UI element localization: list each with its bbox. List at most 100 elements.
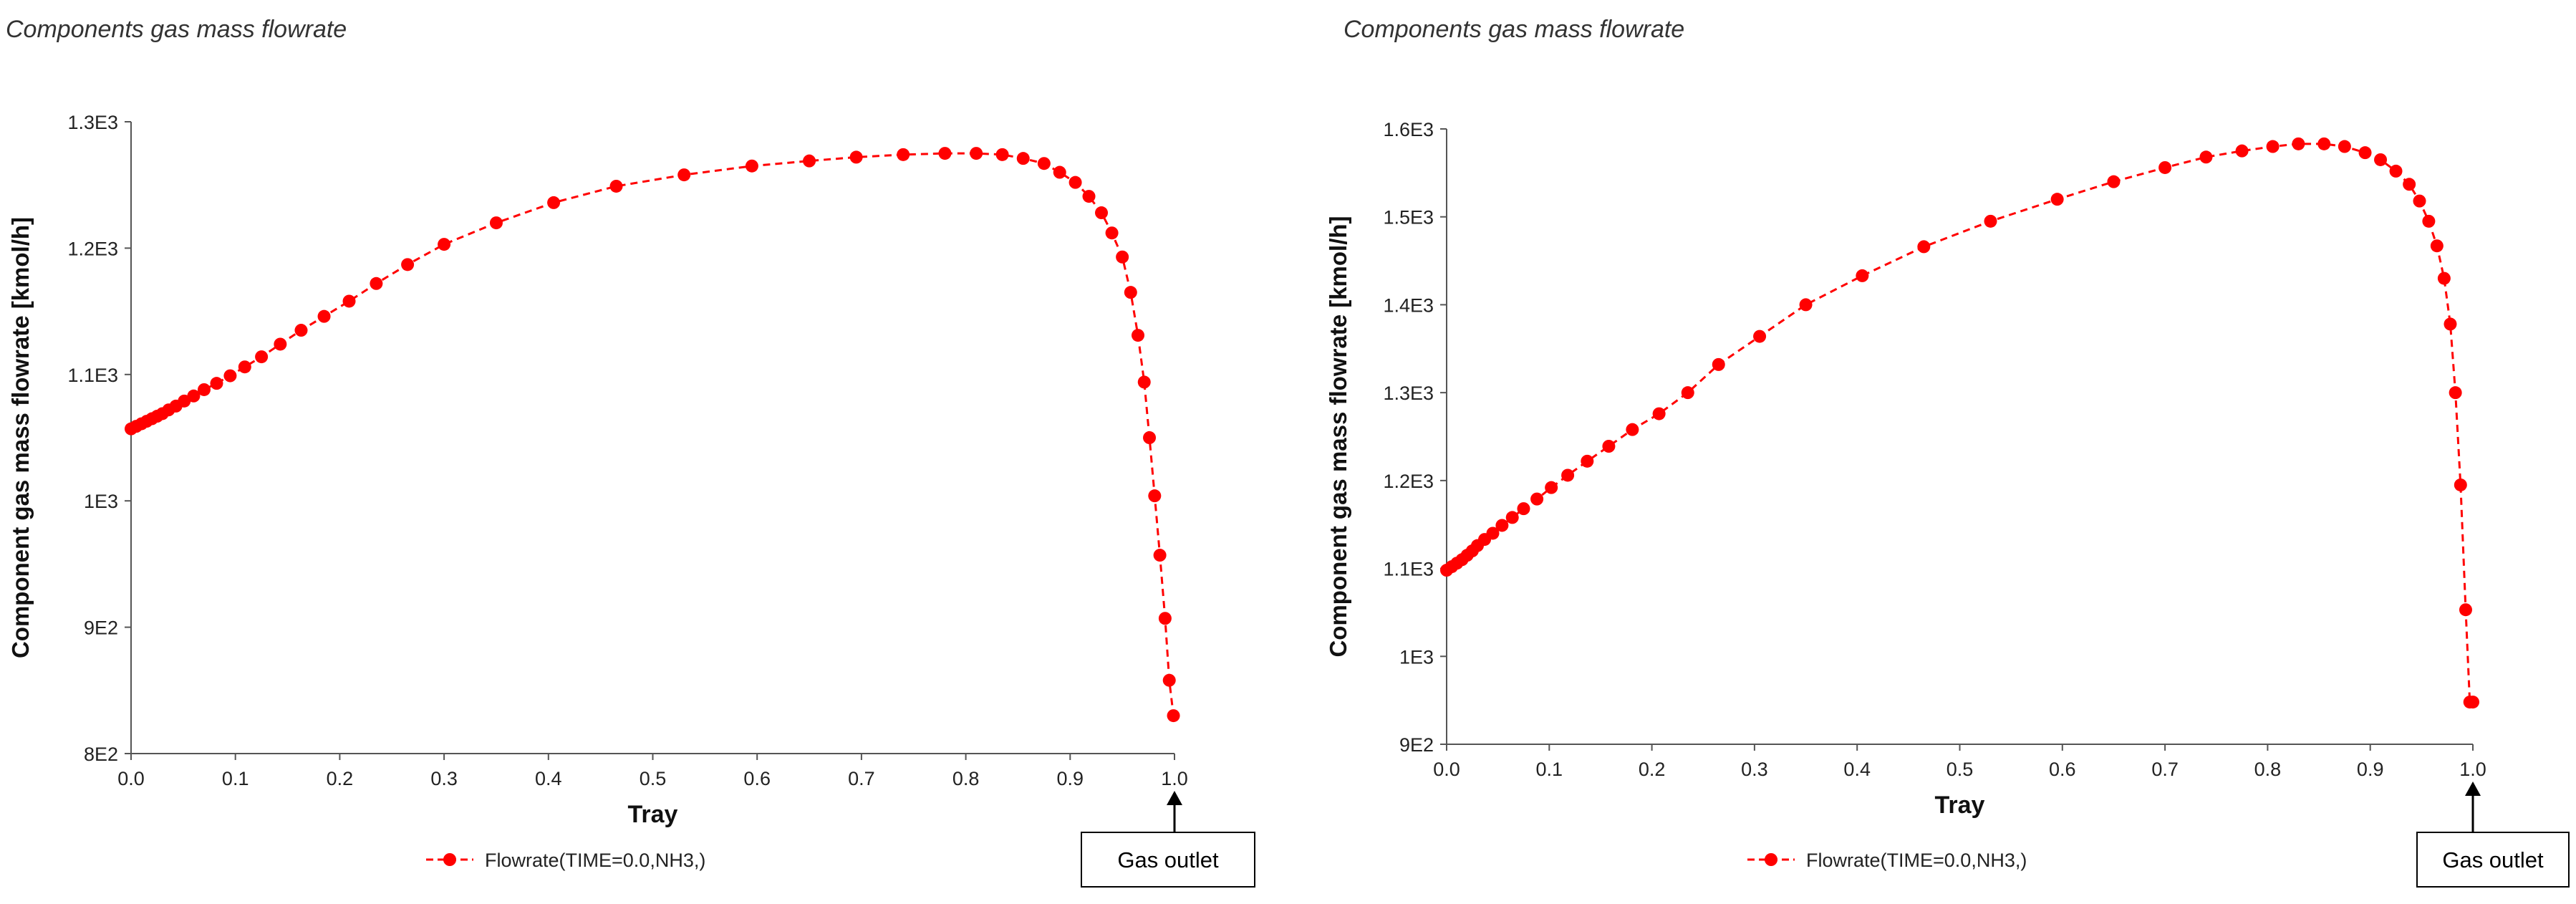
y-tick-label: 8E2 — [84, 744, 118, 765]
arrow-head — [1167, 791, 1182, 805]
x-tick-label: 0.7 — [2151, 759, 2179, 780]
data-point — [2430, 239, 2444, 253]
annotation-label: Gas outlet — [2442, 847, 2544, 872]
data-point — [2199, 150, 2213, 164]
data-point — [1137, 375, 1151, 389]
data-point — [2317, 137, 2331, 150]
data-point — [2158, 160, 2172, 174]
data-point — [438, 238, 451, 251]
data-point — [2235, 144, 2249, 158]
chart-title: Components gas mass flowrate — [6, 16, 347, 43]
data-point — [1917, 240, 1931, 254]
x-tick-label: 0.6 — [743, 768, 771, 789]
x-tick-label: 0.9 — [1057, 768, 1084, 789]
data-point — [2444, 317, 2457, 331]
data-point — [1105, 226, 1119, 240]
x-tick-label: 0.3 — [1741, 759, 1768, 780]
x-tick-label: 0.9 — [2357, 759, 2384, 780]
x-tick-label: 0.5 — [1947, 759, 1974, 780]
annotation-box — [1081, 832, 1255, 888]
data-point — [1095, 206, 1109, 220]
data-point — [1053, 165, 1066, 179]
x-axis-label: Tray — [628, 801, 678, 828]
data-point — [1799, 298, 1813, 312]
data-point — [897, 148, 910, 161]
y-axis-label: Component gas mass flowrate [kmol/h] — [1325, 216, 1351, 657]
data-point — [1602, 439, 1616, 453]
chart-title: Components gas mass flowrate — [1344, 16, 1685, 43]
data-point — [255, 350, 269, 364]
y-tick-label: 1.3E3 — [1383, 383, 1434, 404]
data-point — [849, 150, 863, 164]
data-point — [294, 324, 308, 337]
data-point — [1545, 481, 1558, 494]
data-point — [995, 148, 1009, 161]
data-point — [210, 377, 223, 390]
data-point — [2449, 386, 2462, 400]
y-tick-label: 1.5E3 — [1383, 207, 1434, 229]
data-point — [745, 159, 758, 173]
data-point — [1143, 431, 1157, 444]
y-tick-label: 1.1E3 — [67, 365, 118, 386]
data-point — [187, 389, 201, 403]
x-tick-label: 0.1 — [222, 768, 249, 789]
data-point — [2374, 153, 2388, 166]
data-point — [677, 168, 691, 182]
legend-marker — [1765, 853, 1777, 866]
data-point — [1016, 152, 1030, 165]
x-tick-label: 0.2 — [327, 768, 354, 789]
y-axis-label: Component gas mass flowrate [kmol/h] — [7, 217, 34, 658]
legend-marker — [443, 853, 456, 866]
data-point — [2413, 194, 2426, 208]
data-point — [401, 258, 415, 271]
data-point — [1124, 286, 1137, 299]
data-point — [489, 216, 503, 230]
data-point — [238, 360, 251, 374]
data-point — [547, 196, 561, 209]
series-line — [130, 152, 1175, 716]
data-point — [2266, 140, 2280, 153]
data-point — [1530, 492, 1544, 506]
data-point — [223, 369, 237, 383]
data-point — [2437, 271, 2451, 285]
data-point — [370, 277, 383, 290]
y-tick-label: 1.3E3 — [67, 112, 118, 133]
data-point — [197, 383, 211, 396]
data-point — [2454, 478, 2467, 491]
data-point — [2050, 193, 2064, 206]
x-tick-label: 1.0 — [2459, 759, 2486, 780]
data-point — [1486, 526, 1500, 540]
data-point — [1158, 612, 1172, 625]
legend-label: Flowrate(TIME=0.0,NH3,) — [485, 850, 705, 871]
y-tick-label: 1.6E3 — [1383, 119, 1434, 140]
data-point — [1162, 673, 1176, 687]
data-point — [274, 337, 287, 351]
x-tick-label: 0.3 — [430, 768, 458, 789]
x-tick-label: 0.0 — [1433, 759, 1460, 780]
data-point — [1626, 423, 1639, 436]
y-tick-label: 1E3 — [1399, 646, 1434, 668]
data-point — [1984, 214, 1997, 228]
line-chart-left: 0.0 0.1 0.2 0.3 0.4 0.5 0.6 0.7 0.8 0.9 1.0 8E2 9E2 1… — [7, 112, 1255, 888]
x-tick-label: 0.8 — [2254, 759, 2282, 780]
data-point — [2107, 175, 2121, 188]
data-point — [1068, 175, 1082, 189]
data-point — [2466, 696, 2479, 709]
x-tick-label: 0.6 — [2049, 759, 2076, 780]
data-point — [1495, 519, 1509, 532]
data-point — [938, 147, 952, 160]
legend-label: Flowrate(TIME=0.0,NH3,) — [1806, 850, 2027, 871]
data-point — [2358, 146, 2372, 160]
data-point — [2292, 137, 2305, 150]
x-axis-label: Tray — [1935, 792, 1985, 819]
y-tick-label: 1.1E3 — [1383, 559, 1434, 580]
data-point — [2422, 214, 2436, 228]
chart-panel-right: Components gas mass flowrate 0.0 0.1 0.2 0.… — [1325, 0, 2576, 904]
x-tick-label: 0.5 — [640, 768, 667, 789]
series-line — [1446, 143, 2473, 703]
x-tick-label: 0.4 — [1843, 759, 1871, 780]
data-point — [1148, 489, 1162, 503]
x-tick-label: 1.0 — [1161, 768, 1188, 789]
data-point — [1856, 269, 1869, 282]
data-point — [1753, 330, 1767, 343]
